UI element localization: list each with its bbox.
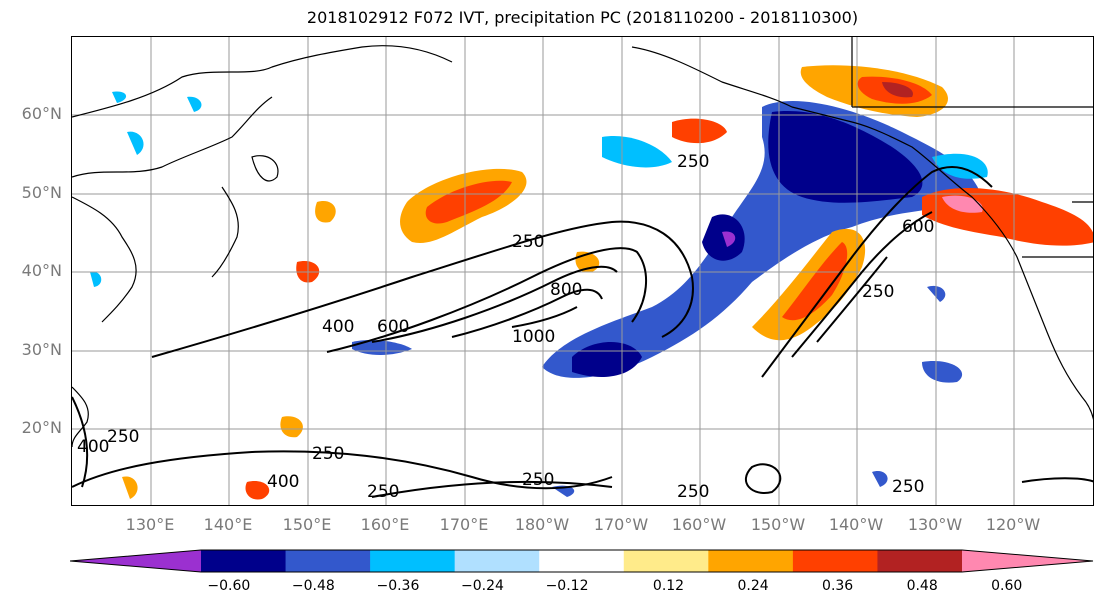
lon-label-160e: 160°E (360, 515, 410, 534)
contour-label: 400 (267, 472, 299, 492)
contour-label: 250 (312, 444, 344, 464)
lon-label-130e: 130°E (125, 515, 175, 534)
colorbar-extend-high (962, 550, 1093, 572)
contour-label: 250 (892, 477, 924, 497)
colorbar-tick-label: −0.12 (546, 578, 589, 594)
colorbar-segment (370, 550, 456, 572)
colorbar-segment (539, 550, 625, 572)
colorbar-tick-label: 0.12 (653, 578, 684, 594)
colorbar-segment (877, 550, 963, 572)
colorbar-segment (285, 550, 371, 572)
lon-label-150e: 150°E (282, 515, 332, 534)
contour-label: 250 (677, 482, 709, 502)
colorbar-tick-label: −0.36 (376, 578, 419, 594)
colorbar-tick-label: 0.24 (737, 578, 768, 594)
colorbar-tick-label: −0.60 (207, 578, 250, 594)
lon-label-170w: 170°W (593, 515, 649, 534)
contour-labels: 250 400 600 800 1000 250 600 250 250 400… (77, 152, 934, 502)
negative-anomaly-shading (90, 91, 988, 497)
lon-label-180w: 180°W (514, 515, 570, 534)
lat-label-30n: 30°N (21, 340, 62, 359)
contour-label: 250 (522, 470, 554, 490)
positive-anomaly-shading (122, 65, 1093, 500)
colorbar-segment (454, 550, 540, 572)
lat-label-50n: 50°N (21, 183, 62, 202)
colorbar-tick-label: −0.48 (292, 578, 335, 594)
ivt-contours (72, 166, 1093, 498)
lat-label-60n: 60°N (21, 104, 62, 123)
lon-label-120w: 120°W (985, 515, 1041, 534)
lon-label-130w: 130°W (907, 515, 963, 534)
map-panel: 250 400 600 800 1000 250 600 250 250 400… (71, 36, 1094, 506)
colorbar-segment (708, 550, 794, 572)
colorbar: −0.60 −0.48 −0.36 −0.24 −0.12 0.12 0.24 0.36 0.4… (69, 540, 1095, 604)
contour-label: 250 (367, 482, 399, 502)
colorbar-segment (792, 550, 878, 572)
colorbar-outline (69, 549, 1094, 573)
colorbar-segment (623, 550, 709, 572)
contour-label: 400 (77, 437, 109, 457)
lon-label-140e: 140°E (203, 515, 253, 534)
colorbar-tick-label: 0.60 (991, 578, 1022, 594)
contour-label: 400 (322, 317, 354, 337)
lon-label-150w: 150°W (750, 515, 806, 534)
colorbar-segment (201, 550, 287, 572)
colorbar-svg: −0.60 −0.48 −0.36 −0.24 −0.12 0.12 0.24 0.36 0.4… (69, 549, 1094, 594)
contour-label: 250 (862, 282, 894, 302)
contour-label: 250 (107, 427, 139, 447)
colorbar-tick-label: 0.48 (907, 578, 938, 594)
contour-label: 1000 (512, 327, 555, 347)
contour-label: 250 (677, 152, 709, 172)
contour-label: 800 (550, 280, 582, 300)
lon-label-170e: 170°E (439, 515, 489, 534)
chart-title: 2018102912 F072 IVT, precipitation PC (2… (306, 8, 859, 27)
lon-label-160w: 160°W (671, 515, 727, 534)
colorbar-extend-low (70, 550, 201, 572)
lon-label-140w: 140°W (828, 515, 884, 534)
colorbar-tick-label: 0.36 (822, 578, 853, 594)
contour-label: 600 (377, 317, 409, 337)
map-canvas: 250 400 600 800 1000 250 600 250 250 400… (72, 37, 1093, 505)
colorbar-tick-label: −0.24 (461, 578, 504, 594)
lat-label-40n: 40°N (21, 261, 62, 280)
lat-label-20n: 20°N (21, 418, 62, 437)
contour-label: 250 (512, 232, 544, 252)
contour-label: 600 (902, 217, 934, 237)
